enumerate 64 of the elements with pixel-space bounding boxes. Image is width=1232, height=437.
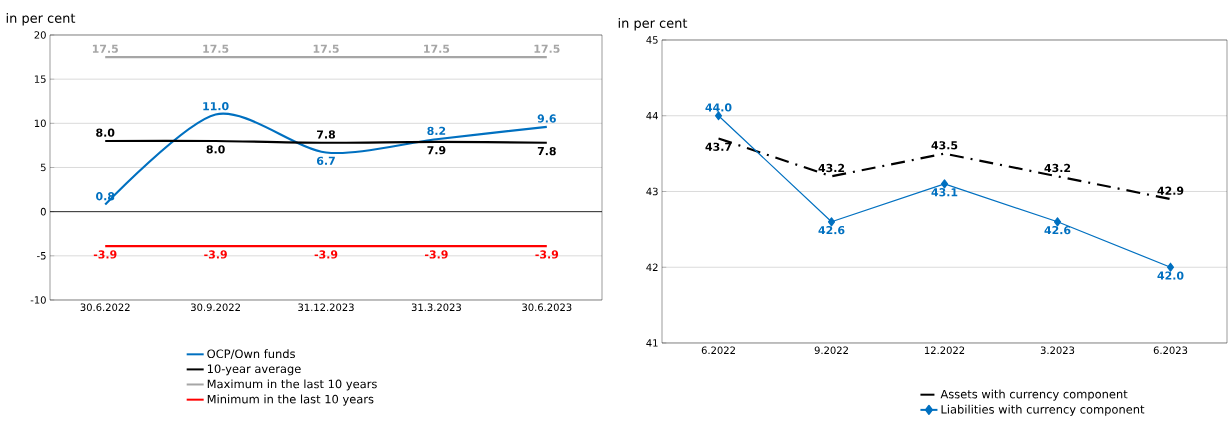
data-label: 6.7 <box>316 156 335 165</box>
legend-label: 10-year average <box>207 364 301 376</box>
y-tick-label: 10 <box>34 119 46 128</box>
data-label: 17.5 <box>313 44 339 53</box>
y-tick-label: 42 <box>646 263 658 271</box>
data-label: -3.9 <box>535 250 559 259</box>
y-tick-label: 45 <box>646 36 658 44</box>
x-tick-label: 6.2022 <box>701 346 735 355</box>
y-tick-label: 43 <box>646 187 658 196</box>
legend-label: Assets with currency component <box>940 389 1128 401</box>
data-label: 42.6 <box>818 225 845 235</box>
data-label: 43.5 <box>931 141 958 150</box>
y-tick-label: 15 <box>34 75 46 83</box>
y-tick-label: 44 <box>646 112 658 120</box>
y-tick-label: -5 <box>37 252 46 260</box>
data-label: -3.9 <box>93 250 117 259</box>
point <box>1053 217 1062 227</box>
point <box>940 179 949 189</box>
legend-label: Minimum in the last 10 years <box>207 394 374 406</box>
data-label: 17.5 <box>424 44 450 53</box>
legend-label: Liabilities with currency component <box>941 404 1145 416</box>
data-label: 8.0 <box>206 145 225 154</box>
data-label: -3.9 <box>314 250 338 259</box>
point <box>827 217 836 227</box>
data-label: 44.0 <box>705 103 732 112</box>
data-label: 9.6 <box>537 114 556 123</box>
y-tick-label: 41 <box>646 339 658 347</box>
data-label: 7.8 <box>537 146 556 156</box>
x-tick-label: 30.6.2023 <box>522 303 572 312</box>
data-label: 8.2 <box>427 126 446 136</box>
x-tick-label: 9.2022 <box>814 346 848 355</box>
x-tick-label: 31.3.2023 <box>411 303 461 312</box>
x-tick-label: 12.2022 <box>925 346 965 355</box>
data-label: -3.9 <box>425 250 448 259</box>
x-tick-label: 3.2023 <box>1040 346 1075 355</box>
data-label: 17.5 <box>203 44 229 53</box>
y-axis-title: in per cent <box>6 12 76 26</box>
data-label: 17.5 <box>534 44 560 53</box>
point <box>714 111 723 121</box>
data-label: 42.0 <box>1157 271 1184 280</box>
data-label: 8.0 <box>96 128 115 137</box>
y-tick-label: -10 <box>30 296 46 304</box>
data-label: 43.2 <box>818 163 845 173</box>
data-label: 11.0 <box>203 102 229 111</box>
data-label: 43.1 <box>931 188 958 197</box>
point <box>1166 262 1175 272</box>
y-tick-label: 20 <box>34 31 46 39</box>
data-label: 42.9 <box>1157 186 1184 195</box>
y-tick-label: 0 <box>40 207 46 216</box>
data-label: 17.5 <box>92 44 118 53</box>
y-tick-label: 5 <box>40 163 46 172</box>
x-tick-label: 30.9.2022 <box>191 303 240 312</box>
y-axis-title: in per cent <box>618 17 688 31</box>
legend-label: Maximum in the last 10 years <box>207 379 377 391</box>
x-tick-label: 31.12.2023 <box>298 303 354 312</box>
data-label: 43.2 <box>1044 163 1071 173</box>
legend-label: OCP/Own funds <box>207 349 295 359</box>
x-tick-label: 30.6.2022 <box>80 303 130 312</box>
data-label: 42.6 <box>1044 225 1071 235</box>
data-label: -3.9 <box>204 250 227 259</box>
data-label: 7.9 <box>427 146 446 155</box>
x-tick-label: 6.2023 <box>1153 346 1188 355</box>
data-label: 43.7 <box>705 142 732 151</box>
data-label: 7.8 <box>317 130 336 139</box>
